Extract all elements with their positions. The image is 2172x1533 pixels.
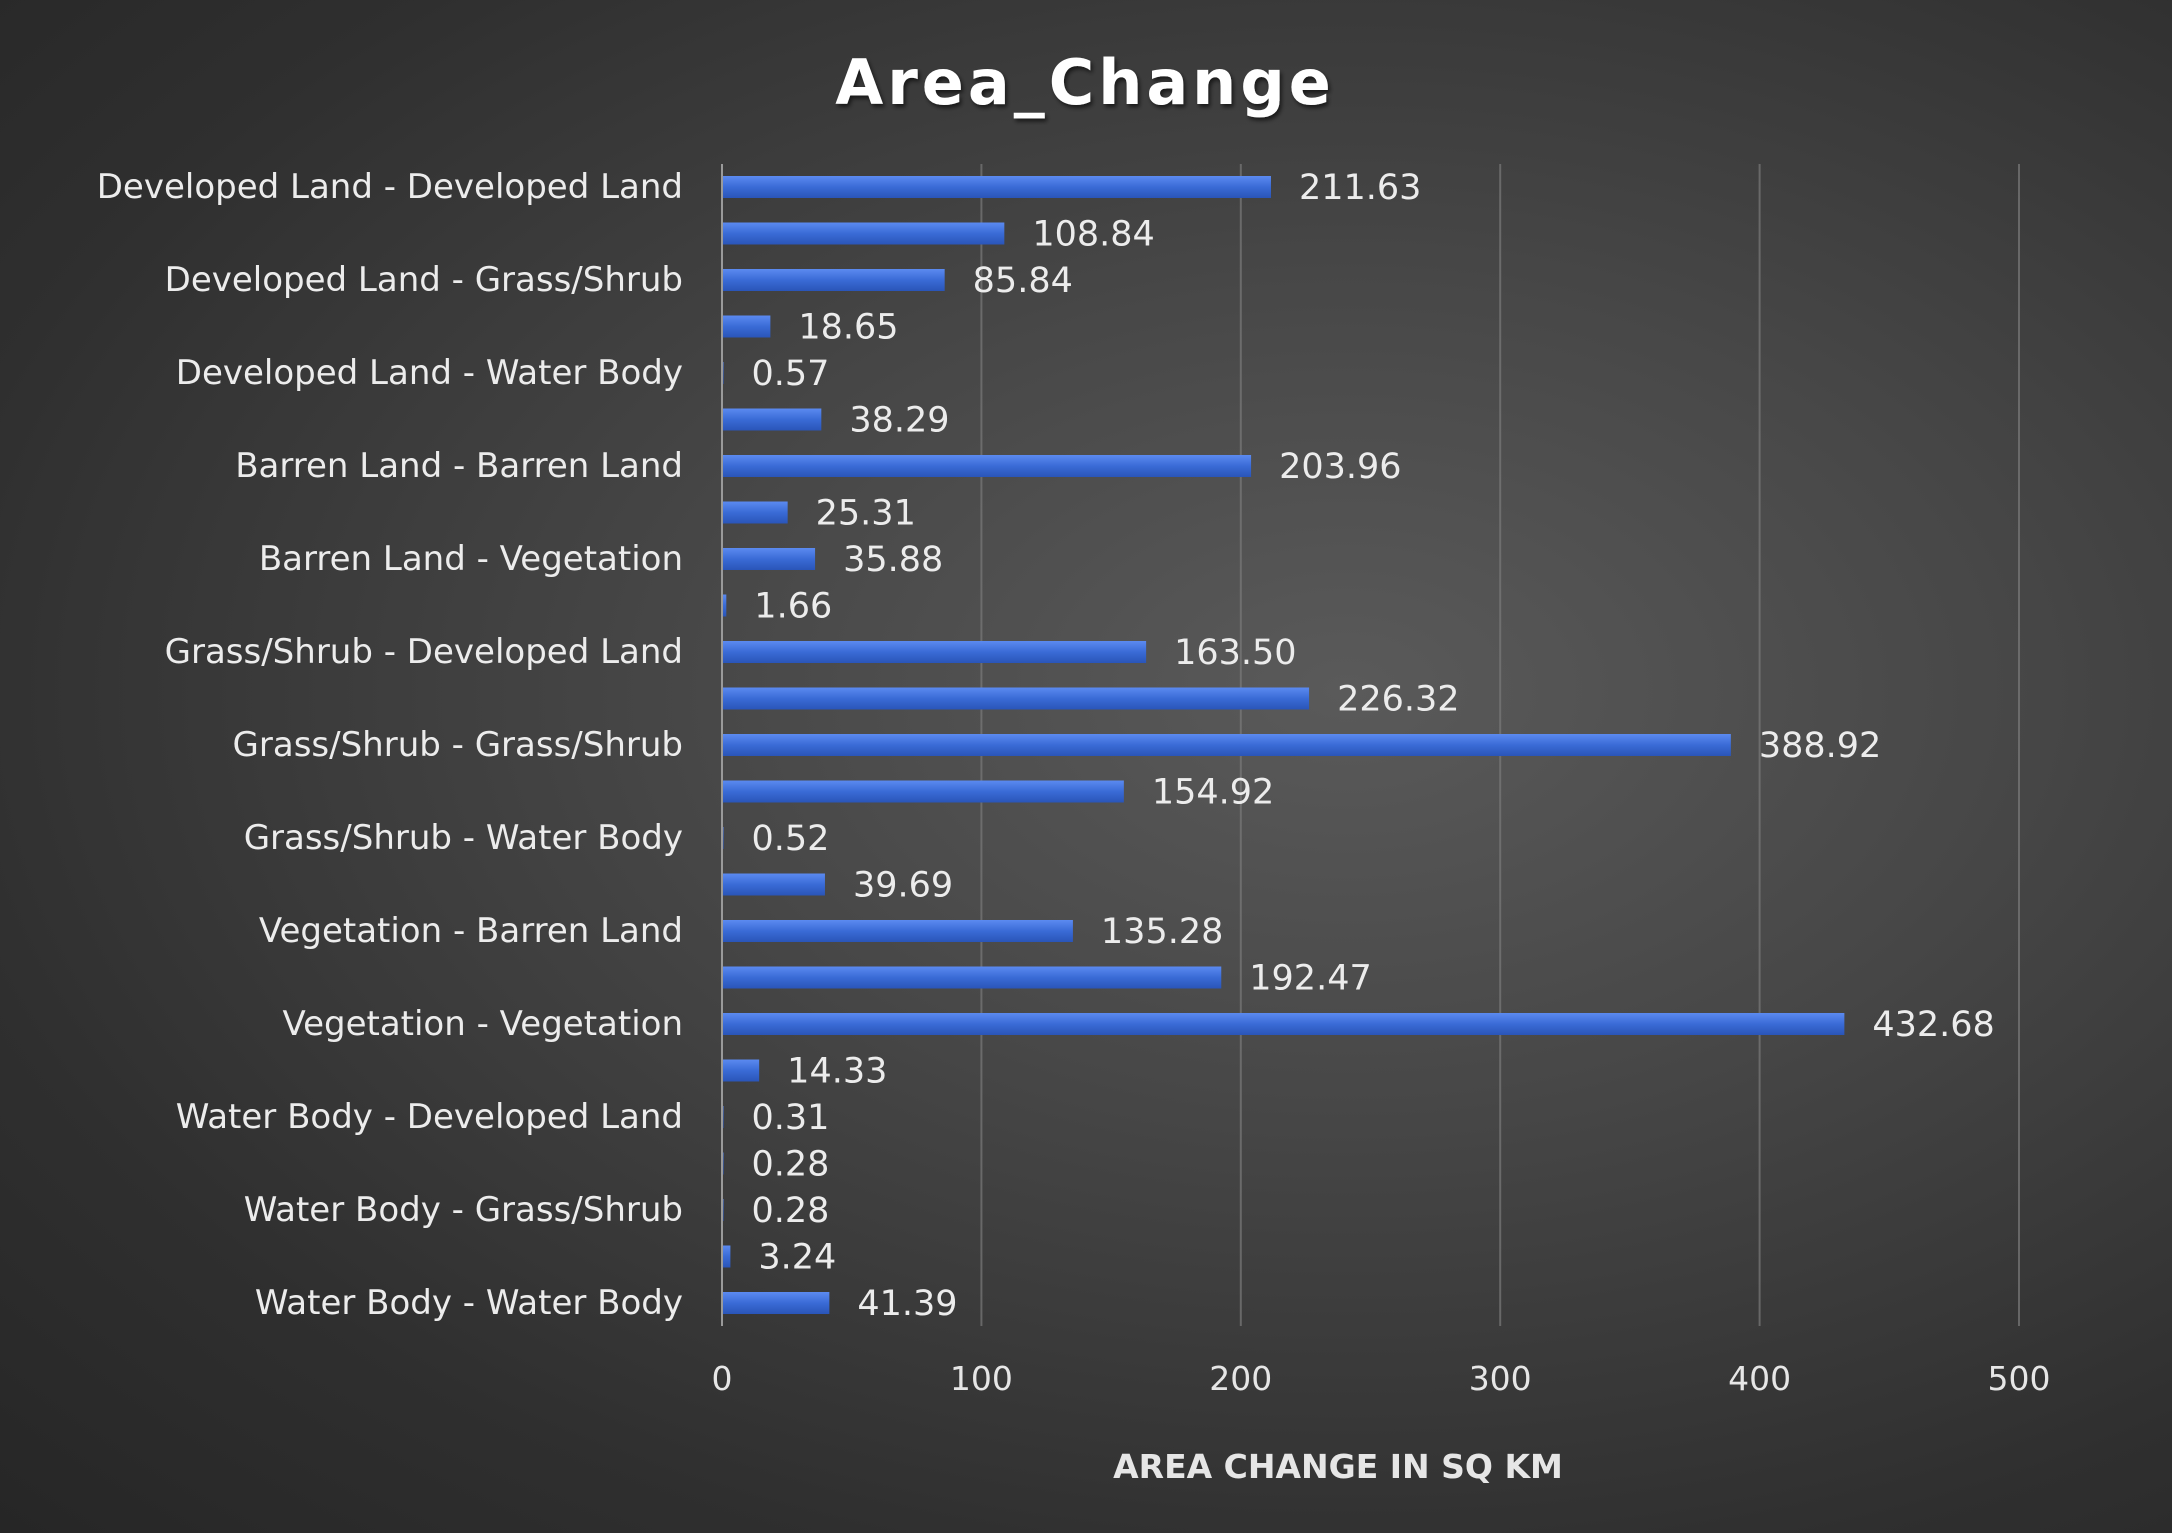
- data-label: 203.96: [1279, 447, 1401, 487]
- x-tick-label: 0: [712, 1359, 733, 1398]
- bar: [722, 641, 1147, 663]
- data-label: 41.39: [857, 1284, 957, 1324]
- category-label: Barren Land - Vegetation: [259, 539, 683, 579]
- data-label: 163.50: [1174, 633, 1296, 673]
- data-label: 35.88: [843, 540, 943, 580]
- data-label: 39.69: [853, 866, 953, 906]
- x-axis-tick-labels: 0 100 200 300 400 500: [712, 1359, 2051, 1398]
- category-label: Vegetation - Vegetation: [282, 1004, 683, 1044]
- category-label: Grass/Shrub - Developed Land: [165, 632, 683, 672]
- category-labels: Developed Land - Developed Land Developed…: [97, 167, 683, 1323]
- data-label: 211.63: [1299, 168, 1421, 208]
- x-tick-label: 300: [1469, 1359, 1532, 1398]
- bar: [722, 734, 1731, 756]
- chart-title: Area_Change: [835, 46, 1335, 119]
- data-label: 192.47: [1249, 959, 1371, 999]
- bar: [722, 501, 788, 524]
- bar: [722, 176, 1271, 198]
- data-label: 388.92: [1759, 726, 1881, 766]
- data-label: 0.52: [752, 819, 830, 859]
- x-tick-label: 400: [1728, 1359, 1791, 1398]
- bar: [722, 455, 1252, 477]
- category-label: Water Body - Developed Land: [176, 1097, 683, 1137]
- data-label: 135.28: [1101, 912, 1223, 952]
- x-axis-title: AREA CHANGE IN SQ KM: [1113, 1447, 1563, 1486]
- bar: [722, 687, 1310, 710]
- category-label: Vegetation - Barren Land: [259, 911, 683, 951]
- data-label: 3.24: [758, 1238, 836, 1278]
- data-label: 85.84: [973, 261, 1073, 301]
- data-label: 0.28: [752, 1191, 830, 1231]
- data-label: 25.31: [816, 494, 916, 534]
- category-label: Barren Land - Barren Land: [235, 446, 683, 486]
- bar: [722, 780, 1124, 803]
- x-tick-label: 500: [1988, 1359, 2051, 1398]
- bar: [722, 920, 1073, 942]
- data-label: 0.28: [752, 1145, 830, 1185]
- category-label: Developed Land - Developed Land: [97, 167, 683, 207]
- data-label: 18.65: [798, 308, 898, 348]
- bar: [722, 966, 1222, 989]
- bar: [722, 269, 945, 291]
- bar: [722, 594, 727, 617]
- bar: [722, 1013, 1845, 1035]
- category-label: Grass/Shrub - Water Body: [244, 818, 683, 858]
- bar: [722, 1059, 760, 1082]
- bar: [722, 222, 1005, 245]
- bar: [722, 548, 816, 570]
- category-label: Developed Land - Water Body: [176, 353, 683, 393]
- data-label: 226.32: [1337, 680, 1459, 720]
- data-label: 1.66: [754, 587, 832, 627]
- data-label: 0.31: [752, 1098, 830, 1138]
- category-label: Water Body - Grass/Shrub: [244, 1190, 683, 1230]
- data-label: 38.29: [849, 401, 949, 441]
- data-label: 108.84: [1032, 215, 1154, 255]
- bar: [722, 408, 822, 431]
- category-label: Developed Land - Grass/Shrub: [165, 260, 683, 300]
- category-label: Water Body - Water Body: [255, 1283, 683, 1323]
- bar: [722, 1245, 731, 1268]
- category-label: Grass/Shrub - Grass/Shrub: [233, 725, 683, 765]
- value-labels: 211.63 108.84 85.84 18.65 0.57 38.29 203.96 25.…: [752, 168, 1995, 1324]
- data-label: 14.33: [787, 1052, 887, 1092]
- bar: [722, 315, 771, 338]
- bar: [722, 873, 825, 896]
- data-label: 432.68: [1872, 1005, 1994, 1045]
- data-label: 154.92: [1152, 773, 1274, 813]
- bar: [722, 1292, 830, 1314]
- x-tick-label: 200: [1209, 1359, 1272, 1398]
- data-label: 0.57: [752, 354, 830, 394]
- bars: [722, 176, 1845, 1314]
- x-tick-label: 100: [950, 1359, 1013, 1398]
